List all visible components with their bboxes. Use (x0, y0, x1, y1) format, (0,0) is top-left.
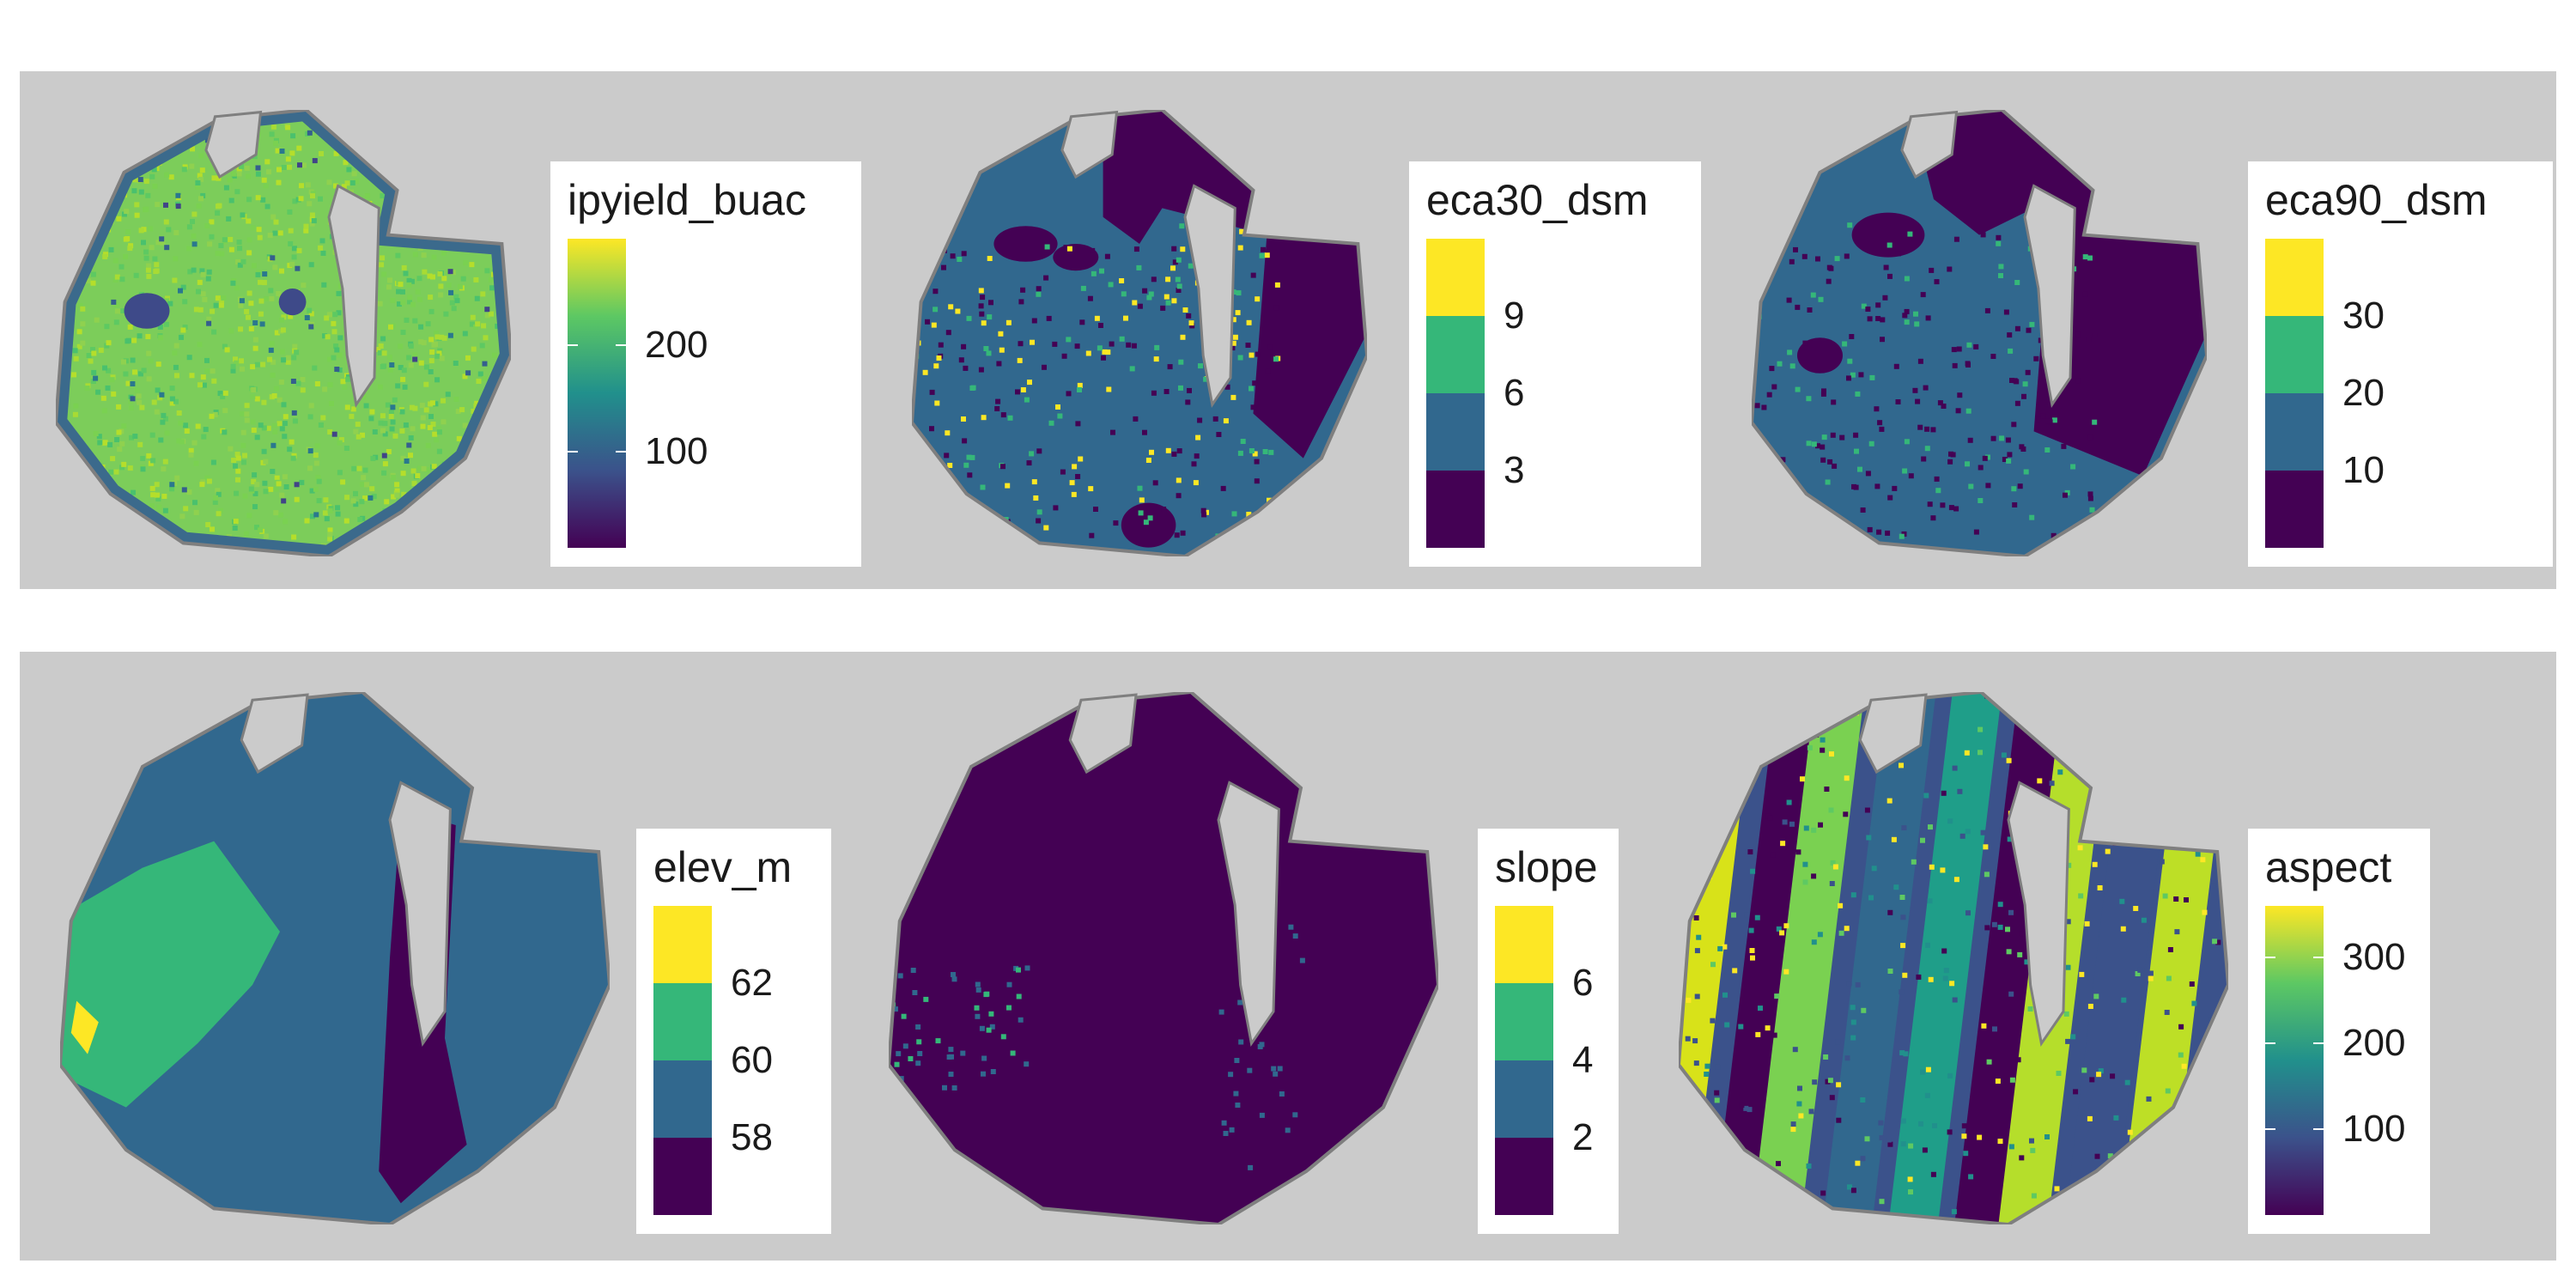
legend-break-label: 6 (1572, 962, 1594, 1004)
legend-tick (2265, 1128, 2275, 1130)
legend-bin-swatch (2265, 239, 2324, 316)
legend-title: slope (1495, 843, 1598, 891)
legend-tick (616, 344, 626, 347)
legend-colorbar (2265, 906, 2324, 1215)
legend-colorbar (568, 239, 626, 548)
legend-bin-swatch (653, 983, 712, 1060)
legend-title: aspect (2265, 843, 2392, 891)
legend-tick (2313, 1128, 2324, 1130)
legend-break-label: 62 (731, 962, 773, 1004)
legend-aspect: aspect 300 200 100 (2248, 829, 2430, 1234)
legend-title: ipyield_buac (568, 176, 806, 224)
legend-colorbar (2265, 239, 2324, 548)
field-inlet (388, 781, 452, 1048)
field-map-eca30_dsm (912, 110, 1367, 556)
legend-break-label: 4 (1572, 1039, 1594, 1081)
legend-break-label: 9 (1504, 295, 1525, 337)
field-map-eca90_dsm (1752, 110, 2207, 556)
legend-bin-swatch (2265, 471, 2324, 548)
field-inlet (2007, 781, 2070, 1048)
legend-bin-swatch (653, 1060, 712, 1138)
legend-break-label: 100 (2342, 1108, 2406, 1150)
field-inlet (2023, 184, 2076, 409)
legend-title: elev_m (653, 843, 793, 891)
legend-bin-swatch (1426, 316, 1485, 393)
legend-tick (616, 451, 626, 453)
legend-title: eca30_dsm (1426, 176, 1649, 224)
legend-tick (568, 344, 578, 347)
field-notch (1900, 110, 1959, 179)
field-notch (240, 693, 309, 775)
legend-break-label: 200 (2342, 1022, 2406, 1064)
field-notch (204, 110, 263, 179)
field-map-slope (889, 692, 1438, 1224)
legend-bin-swatch (1426, 471, 1485, 548)
legend-ipyield_buac: ipyield_buac 200 100 (550, 161, 861, 567)
legend-eca30_dsm: eca30_dsm 9 6 3 (1409, 161, 1701, 567)
legend-colorbar (1495, 906, 1553, 1215)
legend-break-label: 200 (645, 324, 708, 367)
legend-bin-swatch (1426, 239, 1485, 316)
legend-bin-swatch (653, 1138, 712, 1215)
field-inlet (327, 184, 380, 409)
legend-break-label: 6 (1504, 372, 1525, 414)
legend-break-label: 10 (2342, 449, 2385, 491)
field-map-aspect (1679, 692, 2228, 1224)
legend-break-label: 20 (2342, 372, 2385, 414)
legend-bin-swatch (2265, 393, 2324, 471)
legend-tick (2265, 1042, 2275, 1044)
legend-break-label: 58 (731, 1116, 773, 1158)
legend-break-label: 300 (2342, 936, 2406, 978)
field-notch (1068, 693, 1138, 775)
legend-break-label: 3 (1504, 449, 1525, 491)
legend-tick (2265, 957, 2275, 958)
legend-colorbar (653, 906, 712, 1215)
legend-eca90_dsm: eca90_dsm 30 20 10 (2248, 161, 2553, 567)
legend-slope: slope 6 4 2 (1478, 829, 1619, 1234)
legend-break-label: 30 (2342, 295, 2385, 337)
field-notch (1858, 693, 1928, 775)
legend-bin-swatch (1495, 983, 1553, 1060)
legend-break-label: 100 (645, 430, 708, 473)
legend-bin-swatch (2265, 316, 2324, 393)
field-map-ipyield_buac (56, 110, 511, 556)
legend-break-label: 60 (731, 1039, 773, 1081)
legend-bin-swatch (653, 906, 712, 983)
legend-elev_m: elev_m 62 60 58 (636, 829, 831, 1234)
legend-title: eca90_dsm (2265, 176, 2488, 224)
legend-tick (568, 451, 578, 453)
legend-colorbar (1426, 239, 1485, 548)
legend-tick (2313, 1042, 2324, 1044)
legend-break-label: 2 (1572, 1116, 1594, 1158)
field-inlet (1217, 781, 1280, 1048)
legend-bin-swatch (1495, 1060, 1553, 1138)
field-notch (1060, 110, 1119, 179)
field-map-elev_m (60, 692, 610, 1224)
legend-bin-swatch (1426, 393, 1485, 471)
legend-bin-swatch (1495, 1138, 1553, 1215)
legend-bin-swatch (1495, 906, 1553, 983)
field-inlet (1183, 184, 1236, 409)
legend-tick (2313, 957, 2324, 958)
